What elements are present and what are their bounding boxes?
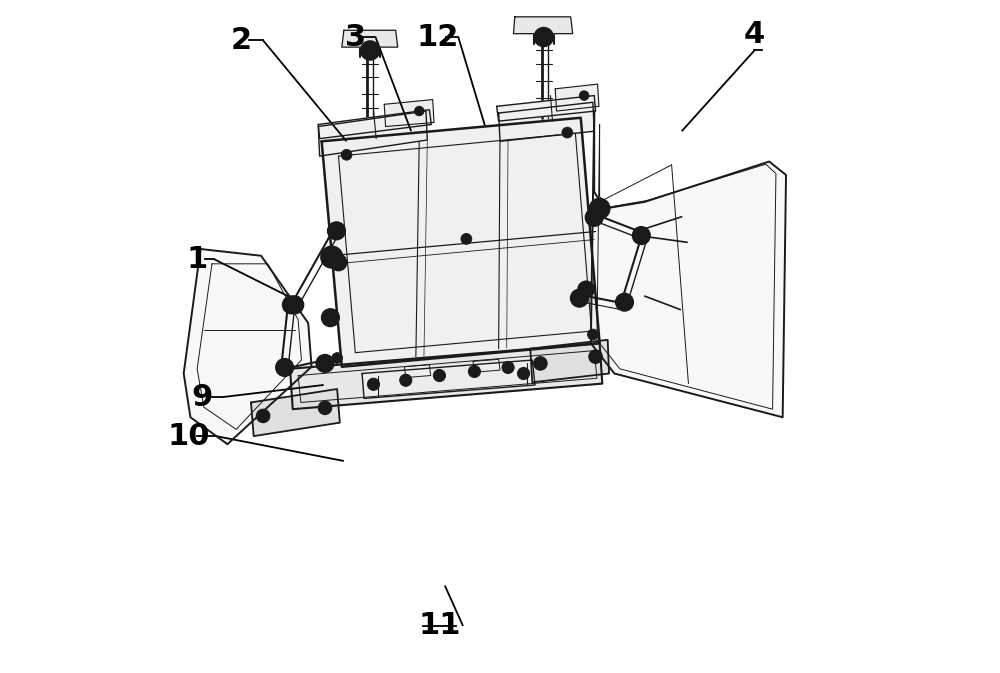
Circle shape xyxy=(633,227,650,244)
Circle shape xyxy=(332,353,343,363)
Polygon shape xyxy=(338,133,592,353)
Circle shape xyxy=(594,203,605,214)
Circle shape xyxy=(562,127,573,138)
Text: 2: 2 xyxy=(230,26,251,55)
Circle shape xyxy=(539,32,548,42)
Circle shape xyxy=(283,296,300,314)
Circle shape xyxy=(400,374,412,386)
Circle shape xyxy=(415,106,424,116)
Circle shape xyxy=(585,209,603,226)
Polygon shape xyxy=(322,118,600,367)
Polygon shape xyxy=(597,125,776,409)
Polygon shape xyxy=(530,340,609,382)
Polygon shape xyxy=(404,365,431,378)
Circle shape xyxy=(534,28,553,46)
Circle shape xyxy=(578,281,594,297)
Circle shape xyxy=(468,365,480,378)
Circle shape xyxy=(286,296,303,314)
Polygon shape xyxy=(318,111,427,156)
Polygon shape xyxy=(362,360,535,398)
Circle shape xyxy=(322,309,339,326)
Text: 1: 1 xyxy=(187,244,208,274)
Circle shape xyxy=(589,350,602,363)
Circle shape xyxy=(367,378,380,390)
Circle shape xyxy=(330,254,347,271)
Text: 11: 11 xyxy=(418,611,461,641)
Polygon shape xyxy=(499,102,594,141)
Polygon shape xyxy=(290,343,602,409)
Polygon shape xyxy=(298,351,597,402)
Polygon shape xyxy=(555,84,599,111)
Circle shape xyxy=(318,401,332,415)
Circle shape xyxy=(326,313,335,322)
Polygon shape xyxy=(197,264,301,429)
Circle shape xyxy=(616,293,633,311)
Polygon shape xyxy=(184,249,312,444)
Text: 9: 9 xyxy=(192,382,213,412)
Circle shape xyxy=(571,289,588,307)
Circle shape xyxy=(461,234,472,244)
Text: 12: 12 xyxy=(417,22,459,52)
Circle shape xyxy=(276,359,293,376)
Circle shape xyxy=(587,329,598,340)
Circle shape xyxy=(326,251,338,263)
Circle shape xyxy=(579,91,589,100)
Circle shape xyxy=(502,361,514,374)
Circle shape xyxy=(321,246,343,268)
Polygon shape xyxy=(513,17,573,34)
Circle shape xyxy=(433,369,445,382)
Polygon shape xyxy=(473,359,500,372)
Text: 4: 4 xyxy=(744,20,765,50)
Circle shape xyxy=(341,149,352,160)
Circle shape xyxy=(361,41,380,60)
Polygon shape xyxy=(384,100,434,127)
Polygon shape xyxy=(497,96,596,121)
Circle shape xyxy=(582,285,590,293)
Circle shape xyxy=(590,199,610,219)
Polygon shape xyxy=(591,111,786,417)
Polygon shape xyxy=(318,110,431,139)
Circle shape xyxy=(316,355,334,372)
Text: 3: 3 xyxy=(345,22,366,52)
Circle shape xyxy=(365,46,375,55)
Polygon shape xyxy=(251,389,340,436)
Circle shape xyxy=(256,409,270,423)
Polygon shape xyxy=(342,30,398,47)
Circle shape xyxy=(328,222,345,240)
Circle shape xyxy=(517,367,530,380)
Text: 10: 10 xyxy=(168,421,210,451)
Circle shape xyxy=(534,357,547,370)
